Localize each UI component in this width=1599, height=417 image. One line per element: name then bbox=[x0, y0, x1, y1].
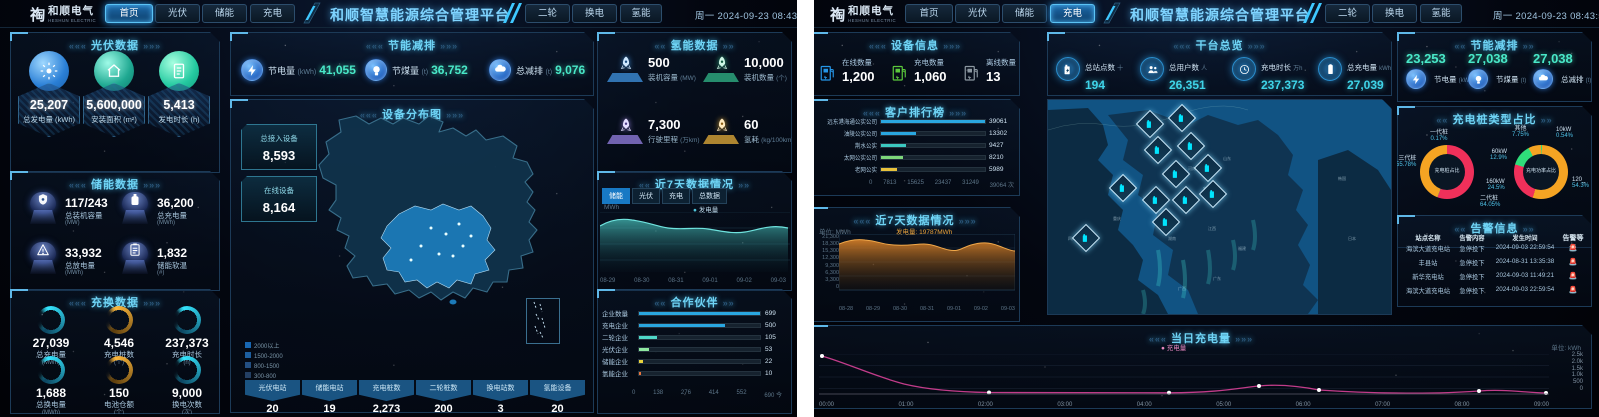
svg-text:韩国: 韩国 bbox=[1338, 175, 1346, 181]
svg-text:湖南: 湖南 bbox=[1168, 235, 1176, 241]
svg-text:江西: 江西 bbox=[1208, 225, 1216, 231]
svg-text:日本: 日本 bbox=[1348, 235, 1356, 241]
svg-text:福建: 福建 bbox=[1238, 245, 1246, 251]
svg-text:山东: 山东 bbox=[1223, 155, 1231, 161]
svg-text:广东: 广东 bbox=[1213, 275, 1221, 281]
svg-text:重庆: 重庆 bbox=[1113, 215, 1121, 221]
